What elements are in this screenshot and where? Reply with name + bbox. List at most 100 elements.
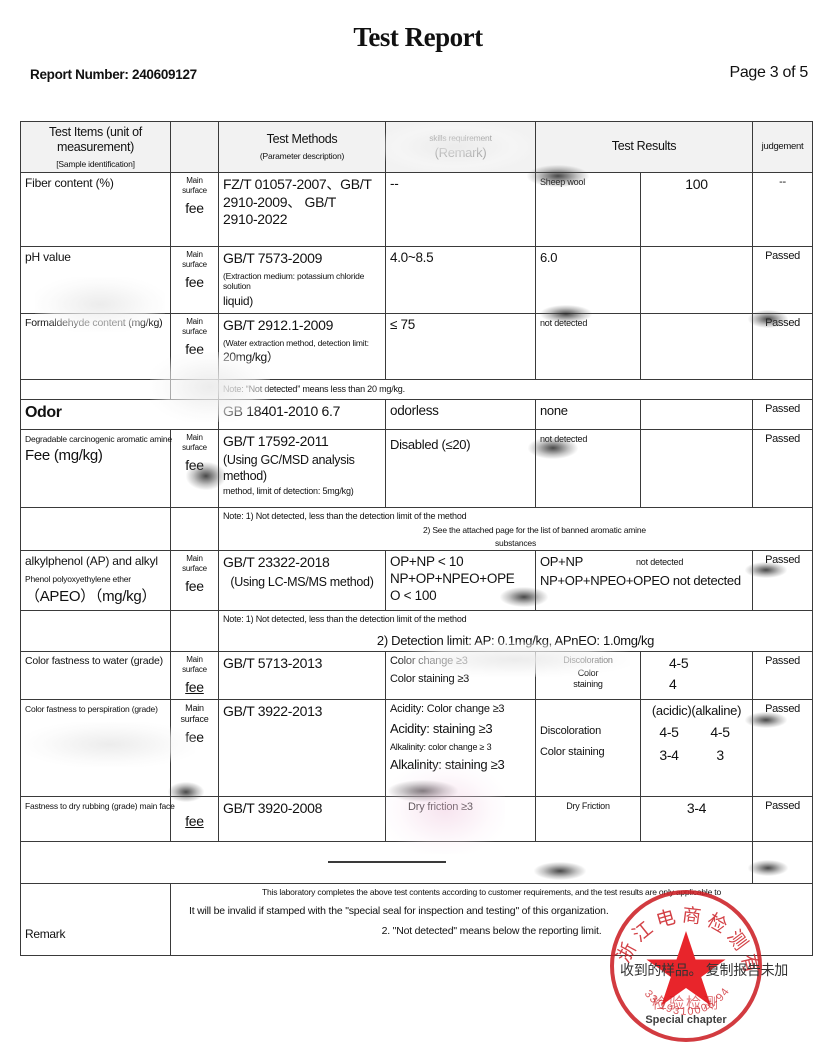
note-surface-spacer <box>170 506 219 552</box>
row-surface-alkylphenol: Main surface fee <box>170 550 219 612</box>
table-row: Fastness to dry rubbing (grade) main fac… <box>20 795 814 842</box>
surface-label: Main surface <box>180 702 209 724</box>
row-surface-aromatic-amine: Main surface fee <box>170 428 219 508</box>
test-results-table-wrapper: Test Items (unit of measurement) [Sample… <box>19 121 814 1021</box>
remark-label: Remark <box>25 926 66 941</box>
surface-fee: fee <box>185 812 204 829</box>
row-item-aromatic-amine: Degradable carcinogenic aromatic amine F… <box>20 428 172 508</box>
row-method-color-fastness-water: GB/T 5713-2013 <box>218 650 386 700</box>
note-item-spacer <box>20 379 171 400</box>
table-header-row: Test Items (unit of measurement) [Sample… <box>20 121 814 173</box>
remark-line-3: 2. "Not detected" means below the report… <box>381 925 602 938</box>
result-right-value: 100 <box>685 176 708 192</box>
row-item-color-fastness-perspiration: Color fastness to perspiration (grade) <box>20 698 171 797</box>
item-label-line1: alkylphenol (AP) and alkyl <box>25 554 158 569</box>
method-detail: (Water extraction method, detection limi… <box>223 337 369 348</box>
requirement-value: odorless <box>390 402 439 418</box>
row-judgement-alkylphenol: Passed <box>752 550 814 612</box>
surface-label: Main surface <box>182 250 207 269</box>
method-parameter: (Using LC-MS/MS method) <box>230 574 374 589</box>
row-result-right-odor <box>639 398 754 430</box>
method-standard: GB/T 2912.1-2009 <box>223 317 334 333</box>
row-judgement-dry-rubbing: Passed <box>752 795 814 842</box>
row-method-fiber-content: FZ/T 01057-2007、GB/T 2910-2009、 GB/T 291… <box>218 172 386 247</box>
surface-label: Main surface <box>182 654 207 674</box>
remark-line-1: This laboratory completes the above test… <box>262 886 721 897</box>
requirement-value: Disabled (≤20) <box>390 436 471 452</box>
row-result-right-ph-value <box>639 246 754 314</box>
table-note-row: Note: “Not detected” means less than 20 … <box>20 379 814 400</box>
row-requirement-aromatic-amine: Disabled (≤20) <box>385 428 536 508</box>
row-requirement-ph-value: 4.0~8.5 <box>385 246 536 314</box>
header-requirement-sub: (Remark) <box>434 144 487 160</box>
row-result-left-aromatic-amine: not detected <box>535 428 641 508</box>
stamp-overlay-text: 收到的样品。 复制报告未加 <box>620 962 788 978</box>
method-standard: GB/T 7573-2009 <box>223 250 323 266</box>
row-item-odor: Odor <box>20 398 219 430</box>
row-result-left-formaldehyde: not detected <box>535 313 641 380</box>
row-result-left-fiber-content: Sheep wool <box>535 172 641 247</box>
row-result-right-fiber-content: 100 <box>639 172 754 247</box>
surface-fee: fee <box>185 341 204 357</box>
formaldehyde-note-cell: Note: “Not detected” means less than 20 … <box>217 379 814 400</box>
result-header: (acidic)(alkaline) <box>651 702 742 718</box>
result-label-2: Color staining <box>540 745 605 758</box>
remark-label-cell: Remark <box>20 882 171 956</box>
header-test-results-main: Test Results <box>611 139 677 154</box>
row-method-odor: GB 18401-2010 6.7 <box>218 398 386 430</box>
result-value-1: 4-5 <box>669 654 689 671</box>
table-row: alkylphenol (AP) and alkyl Phenol polyox… <box>20 550 814 612</box>
header-test-items-sub: [Sample identification] <box>56 158 135 169</box>
page-indicator: Page 3 of 5 <box>729 64 808 81</box>
row-requirement-color-fastness-perspiration: Acidity: Color change ≥3 Acidity: staini… <box>385 698 536 797</box>
item-label: Fastness to dry rubbing (grade) main fac… <box>25 800 175 811</box>
result-value-2: 4 <box>669 676 677 693</box>
result-left-value: Sheep wool <box>540 177 586 187</box>
requirement-value: Dry friction ≥3 <box>408 800 473 813</box>
item-label-small: Degradable carcinogenic aromatic amine <box>25 433 172 444</box>
item-label: Odor <box>25 403 62 421</box>
surface-fee: fee <box>185 578 204 595</box>
amine-note-3: substances <box>495 537 536 548</box>
row-judgement-fiber-content: -- <box>752 172 814 247</box>
separator-cell <box>19 840 754 884</box>
header-requirement-main: skills requirement <box>429 133 492 144</box>
requirement-line-2: Acidity: staining ≥3 <box>390 720 493 736</box>
row-result-right-aromatic-amine <box>639 428 754 508</box>
method-parameter: (Using GC/MSD analysis method) <box>223 453 355 483</box>
row-result-left-ph-value: 6.0 <box>535 246 641 314</box>
requirement-line-2: Color staining ≥3 <box>390 672 470 685</box>
result-value-1: not detected <box>636 557 684 568</box>
surface-label: Main surface <box>182 176 207 195</box>
row-judgement-formaldehyde: Passed <box>752 313 814 380</box>
note-surface-spacer <box>170 610 219 652</box>
result-line-2: NP+OP+NPEO+OPEO not detected <box>540 573 741 589</box>
item-label: Formaldehyde content (mg/kg) <box>25 317 163 329</box>
surface-fee: fee <box>185 729 204 746</box>
item-label: pH value <box>25 250 71 264</box>
document-meta: Report Number: 240609127 Page 3 of 5 <box>0 64 836 93</box>
requirement-value: 4.0~8.5 <box>390 250 434 265</box>
row-judgement-odor: Passed <box>752 398 814 430</box>
table-separator-row <box>19 840 814 884</box>
method-standard: GB/T 3922-2013 <box>223 702 323 719</box>
row-judgement-color-fastness-water: Passed <box>752 650 814 700</box>
table-note-row: Note: 1) Not detected, less than the det… <box>20 506 814 552</box>
aromatic-amine-note-cell: Note: 1) Not detected, less than the det… <box>217 506 814 552</box>
header-judgement-label: judgement <box>761 141 804 153</box>
method-line-2: 2910-2009、 GB/T <box>223 193 337 210</box>
separator-dash <box>327 860 446 863</box>
row-requirement-color-fastness-water: Color change ≥3 Color staining ≥3 <box>385 650 536 700</box>
row-method-color-fastness-perspiration: GB/T 3922-2013 <box>218 698 386 797</box>
header-test-items-main: Test Items (unit of measurement) <box>49 124 142 155</box>
table-row: pH value Main surface fee GB/T 7573-2009… <box>20 246 814 314</box>
row-result-right-dry-rubbing: 3-4 <box>639 795 754 842</box>
row-item-alkylphenol: alkylphenol (AP) and alkyl Phenol polyox… <box>20 550 171 612</box>
item-label: Fee (mg/kg) <box>25 446 103 464</box>
row-surface-ph-value: Main surface fee <box>170 246 219 314</box>
table-note-row: Note: 1) Not detected, less than the det… <box>20 610 814 652</box>
ap-note-1: Note: 1) Not detected, less than the det… <box>223 614 467 625</box>
method-standard: GB/T 23322-2018 <box>223 554 330 571</box>
method-line-1: FZ/T 01057-2007、GB/T <box>223 176 372 192</box>
result-left-value: 6.0 <box>540 250 558 265</box>
